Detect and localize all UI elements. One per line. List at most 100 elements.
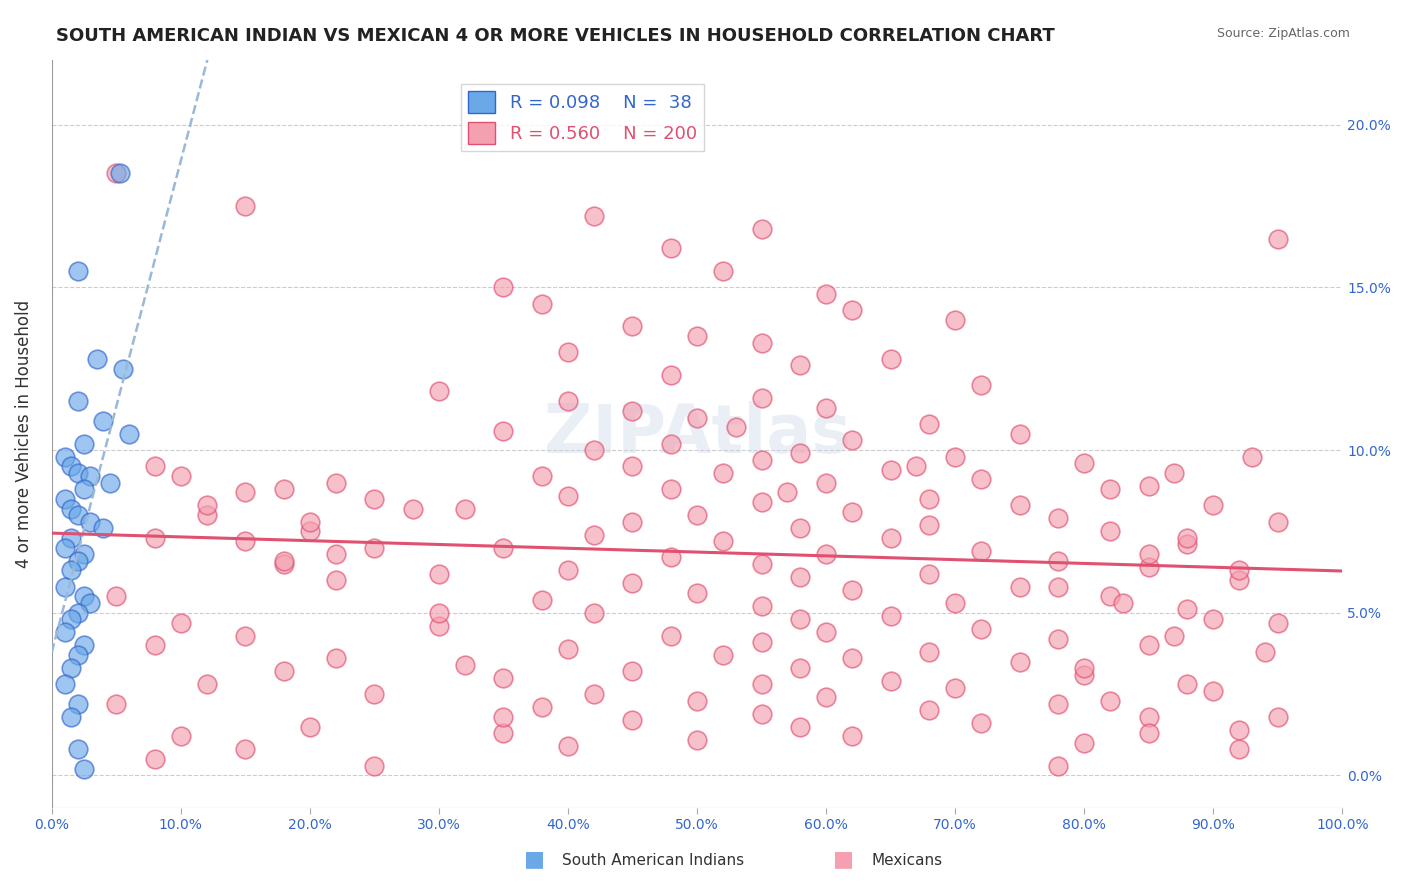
Point — [531, 469, 554, 483]
Point — [751, 557, 773, 571]
Point — [711, 466, 734, 480]
Point — [73, 547, 96, 561]
Point — [970, 622, 993, 636]
Point — [711, 264, 734, 278]
Point — [659, 241, 682, 255]
Point — [105, 697, 128, 711]
Point — [1137, 560, 1160, 574]
Point — [1267, 515, 1289, 529]
Point — [86, 351, 108, 366]
Point — [273, 482, 295, 496]
Point — [659, 482, 682, 496]
Point — [751, 452, 773, 467]
Point — [1098, 693, 1121, 707]
Point — [815, 547, 838, 561]
Text: Source: ZipAtlas.com: Source: ZipAtlas.com — [1216, 27, 1350, 40]
Point — [751, 495, 773, 509]
Text: Mexicans: Mexicans — [872, 854, 943, 868]
Point — [1008, 655, 1031, 669]
Point — [60, 531, 83, 545]
Point — [363, 758, 385, 772]
Point — [195, 499, 218, 513]
Point — [1267, 615, 1289, 630]
Point — [1008, 580, 1031, 594]
Point — [1073, 667, 1095, 681]
Point — [1227, 742, 1250, 756]
Point — [73, 436, 96, 450]
Point — [582, 687, 605, 701]
Point — [105, 166, 128, 180]
Point — [841, 505, 863, 519]
Point — [273, 665, 295, 679]
Point — [879, 531, 901, 545]
Point — [751, 222, 773, 236]
Point — [1267, 231, 1289, 245]
Point — [970, 544, 993, 558]
Point — [557, 345, 579, 359]
Point — [970, 472, 993, 486]
Point — [1137, 638, 1160, 652]
Point — [111, 361, 134, 376]
Point — [363, 687, 385, 701]
Point — [273, 554, 295, 568]
Point — [621, 515, 644, 529]
Point — [66, 508, 89, 523]
Point — [298, 720, 321, 734]
Point — [66, 554, 89, 568]
Point — [60, 612, 83, 626]
Point — [789, 720, 811, 734]
Point — [841, 651, 863, 665]
Point — [724, 420, 747, 434]
Point — [73, 590, 96, 604]
Point — [531, 592, 554, 607]
Point — [557, 641, 579, 656]
Point — [841, 582, 863, 597]
Point — [1227, 723, 1250, 737]
Point — [53, 491, 76, 506]
Point — [93, 521, 115, 535]
Point — [1112, 596, 1135, 610]
Point — [943, 596, 966, 610]
Point — [66, 606, 89, 620]
Point — [621, 319, 644, 334]
Point — [73, 638, 96, 652]
Point — [621, 665, 644, 679]
Point — [143, 638, 166, 652]
Point — [621, 459, 644, 474]
Point — [686, 410, 709, 425]
Point — [789, 612, 811, 626]
Point — [943, 450, 966, 464]
Point — [918, 703, 941, 717]
Point — [492, 671, 515, 685]
Point — [557, 394, 579, 409]
Point — [73, 762, 96, 776]
Point — [659, 368, 682, 383]
Point — [79, 469, 101, 483]
Point — [686, 329, 709, 343]
Point — [789, 661, 811, 675]
Point — [105, 590, 128, 604]
Point — [1177, 677, 1199, 691]
Point — [492, 726, 515, 740]
Point — [325, 651, 347, 665]
Point — [841, 303, 863, 318]
Point — [815, 286, 838, 301]
Point — [879, 462, 901, 476]
Point — [1202, 499, 1225, 513]
Point — [711, 648, 734, 662]
Point — [98, 475, 121, 490]
Point — [659, 628, 682, 642]
Point — [1047, 511, 1070, 525]
Point — [79, 596, 101, 610]
Point — [582, 527, 605, 541]
Point — [492, 541, 515, 555]
Point — [943, 681, 966, 695]
Point — [325, 573, 347, 587]
Point — [53, 625, 76, 640]
Point — [66, 394, 89, 409]
Point — [815, 690, 838, 705]
Point — [60, 459, 83, 474]
Point — [492, 280, 515, 294]
Point — [66, 264, 89, 278]
Point — [233, 199, 256, 213]
